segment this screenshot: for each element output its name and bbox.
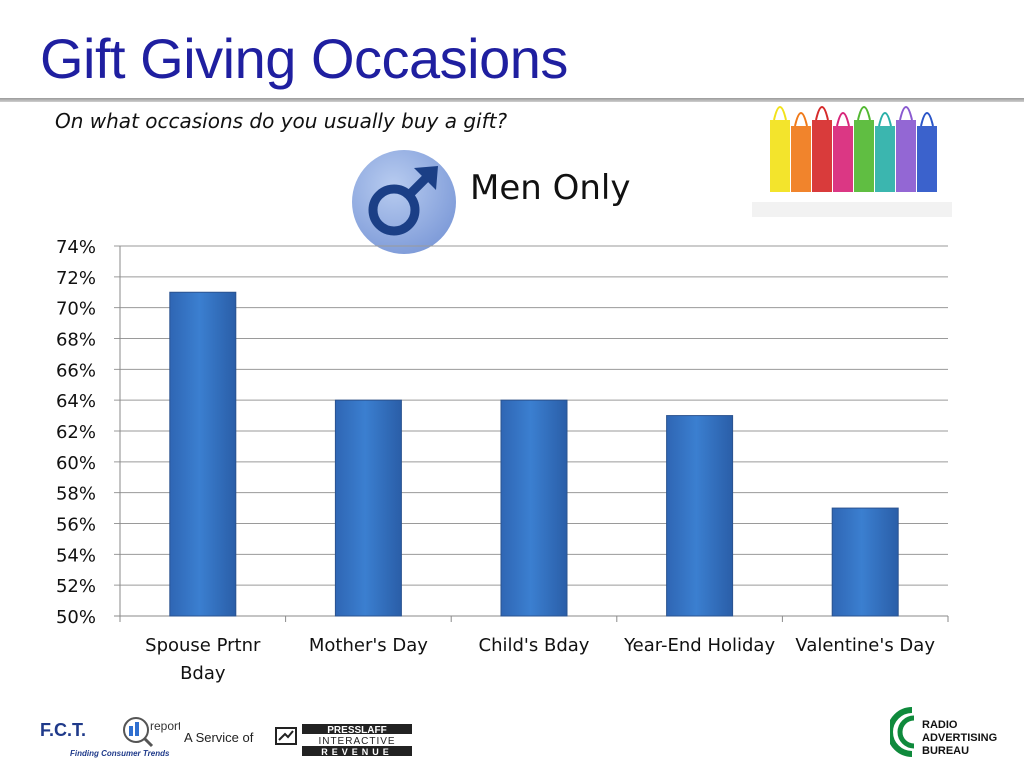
bar-4	[831, 507, 899, 617]
y-tick-label: 52%	[56, 576, 96, 597]
footer: F.C.T. reports Finding Consumer Trends A…	[0, 700, 1024, 768]
male-symbol-icon	[352, 150, 456, 254]
x-tick-label: Valentine's Day	[795, 635, 935, 656]
y-tick-label: 56%	[56, 515, 96, 536]
y-tick-label: 64%	[56, 391, 96, 412]
y-tick-label: 74%	[56, 237, 96, 258]
x-tick-label: Year-End Holiday	[623, 635, 775, 656]
y-tick-label: 72%	[56, 268, 96, 289]
x-tick-label: Child's Bday	[479, 635, 590, 656]
rab-logo: RADIO ADVERTISING BUREAU	[890, 707, 997, 757]
y-tick-label: 54%	[56, 545, 96, 566]
y-tick-label: 68%	[56, 330, 96, 351]
y-tick-label: 60%	[56, 453, 96, 474]
rab-line1: RADIO	[922, 719, 958, 731]
segment-label: Men Only	[470, 168, 631, 208]
bar-0	[169, 291, 237, 617]
presslaff-logo: PRESSLAFF INTERACTIVE REVENUE	[275, 724, 412, 757]
bar-chart: 50%52%54%56%58%60%62%64%66%68%70%72%74% …	[56, 237, 949, 684]
y-tick-label: 66%	[56, 360, 96, 381]
fct-letters: F.C.T.	[40, 720, 86, 740]
x-tick-label: Mother's Day	[309, 635, 428, 656]
fct-reports: reports	[150, 719, 180, 733]
fct-tagline: Finding Consumer Trends	[70, 749, 170, 758]
fct-reports-logo: F.C.T. reports Finding Consumer Trends	[40, 717, 180, 758]
bar-2	[500, 399, 568, 617]
service-of-text: A Service of	[184, 730, 254, 745]
presslaff-line2: INTERACTIVE	[318, 736, 395, 747]
rab-line3: BUREAU	[922, 745, 969, 757]
bar-1	[334, 399, 402, 617]
title-divider	[0, 98, 1024, 102]
shopping-bags-icon	[752, 106, 952, 217]
y-tick-label: 62%	[56, 422, 96, 443]
presslaff-line1: PRESSLAFF	[327, 725, 386, 736]
y-tick-label: 50%	[56, 607, 96, 628]
bar-3	[666, 415, 734, 617]
y-tick-label: 58%	[56, 484, 96, 505]
y-tick-label: 70%	[56, 299, 96, 320]
page-title: Gift Giving Occasions	[40, 27, 568, 90]
page-subtitle: On what occasions do you usually buy a g…	[55, 109, 508, 133]
rab-line2: ADVERTISING	[922, 732, 997, 744]
x-tick-label: Spouse Prtnr Bday	[145, 635, 261, 684]
presslaff-line3: REVENUE	[321, 747, 393, 757]
